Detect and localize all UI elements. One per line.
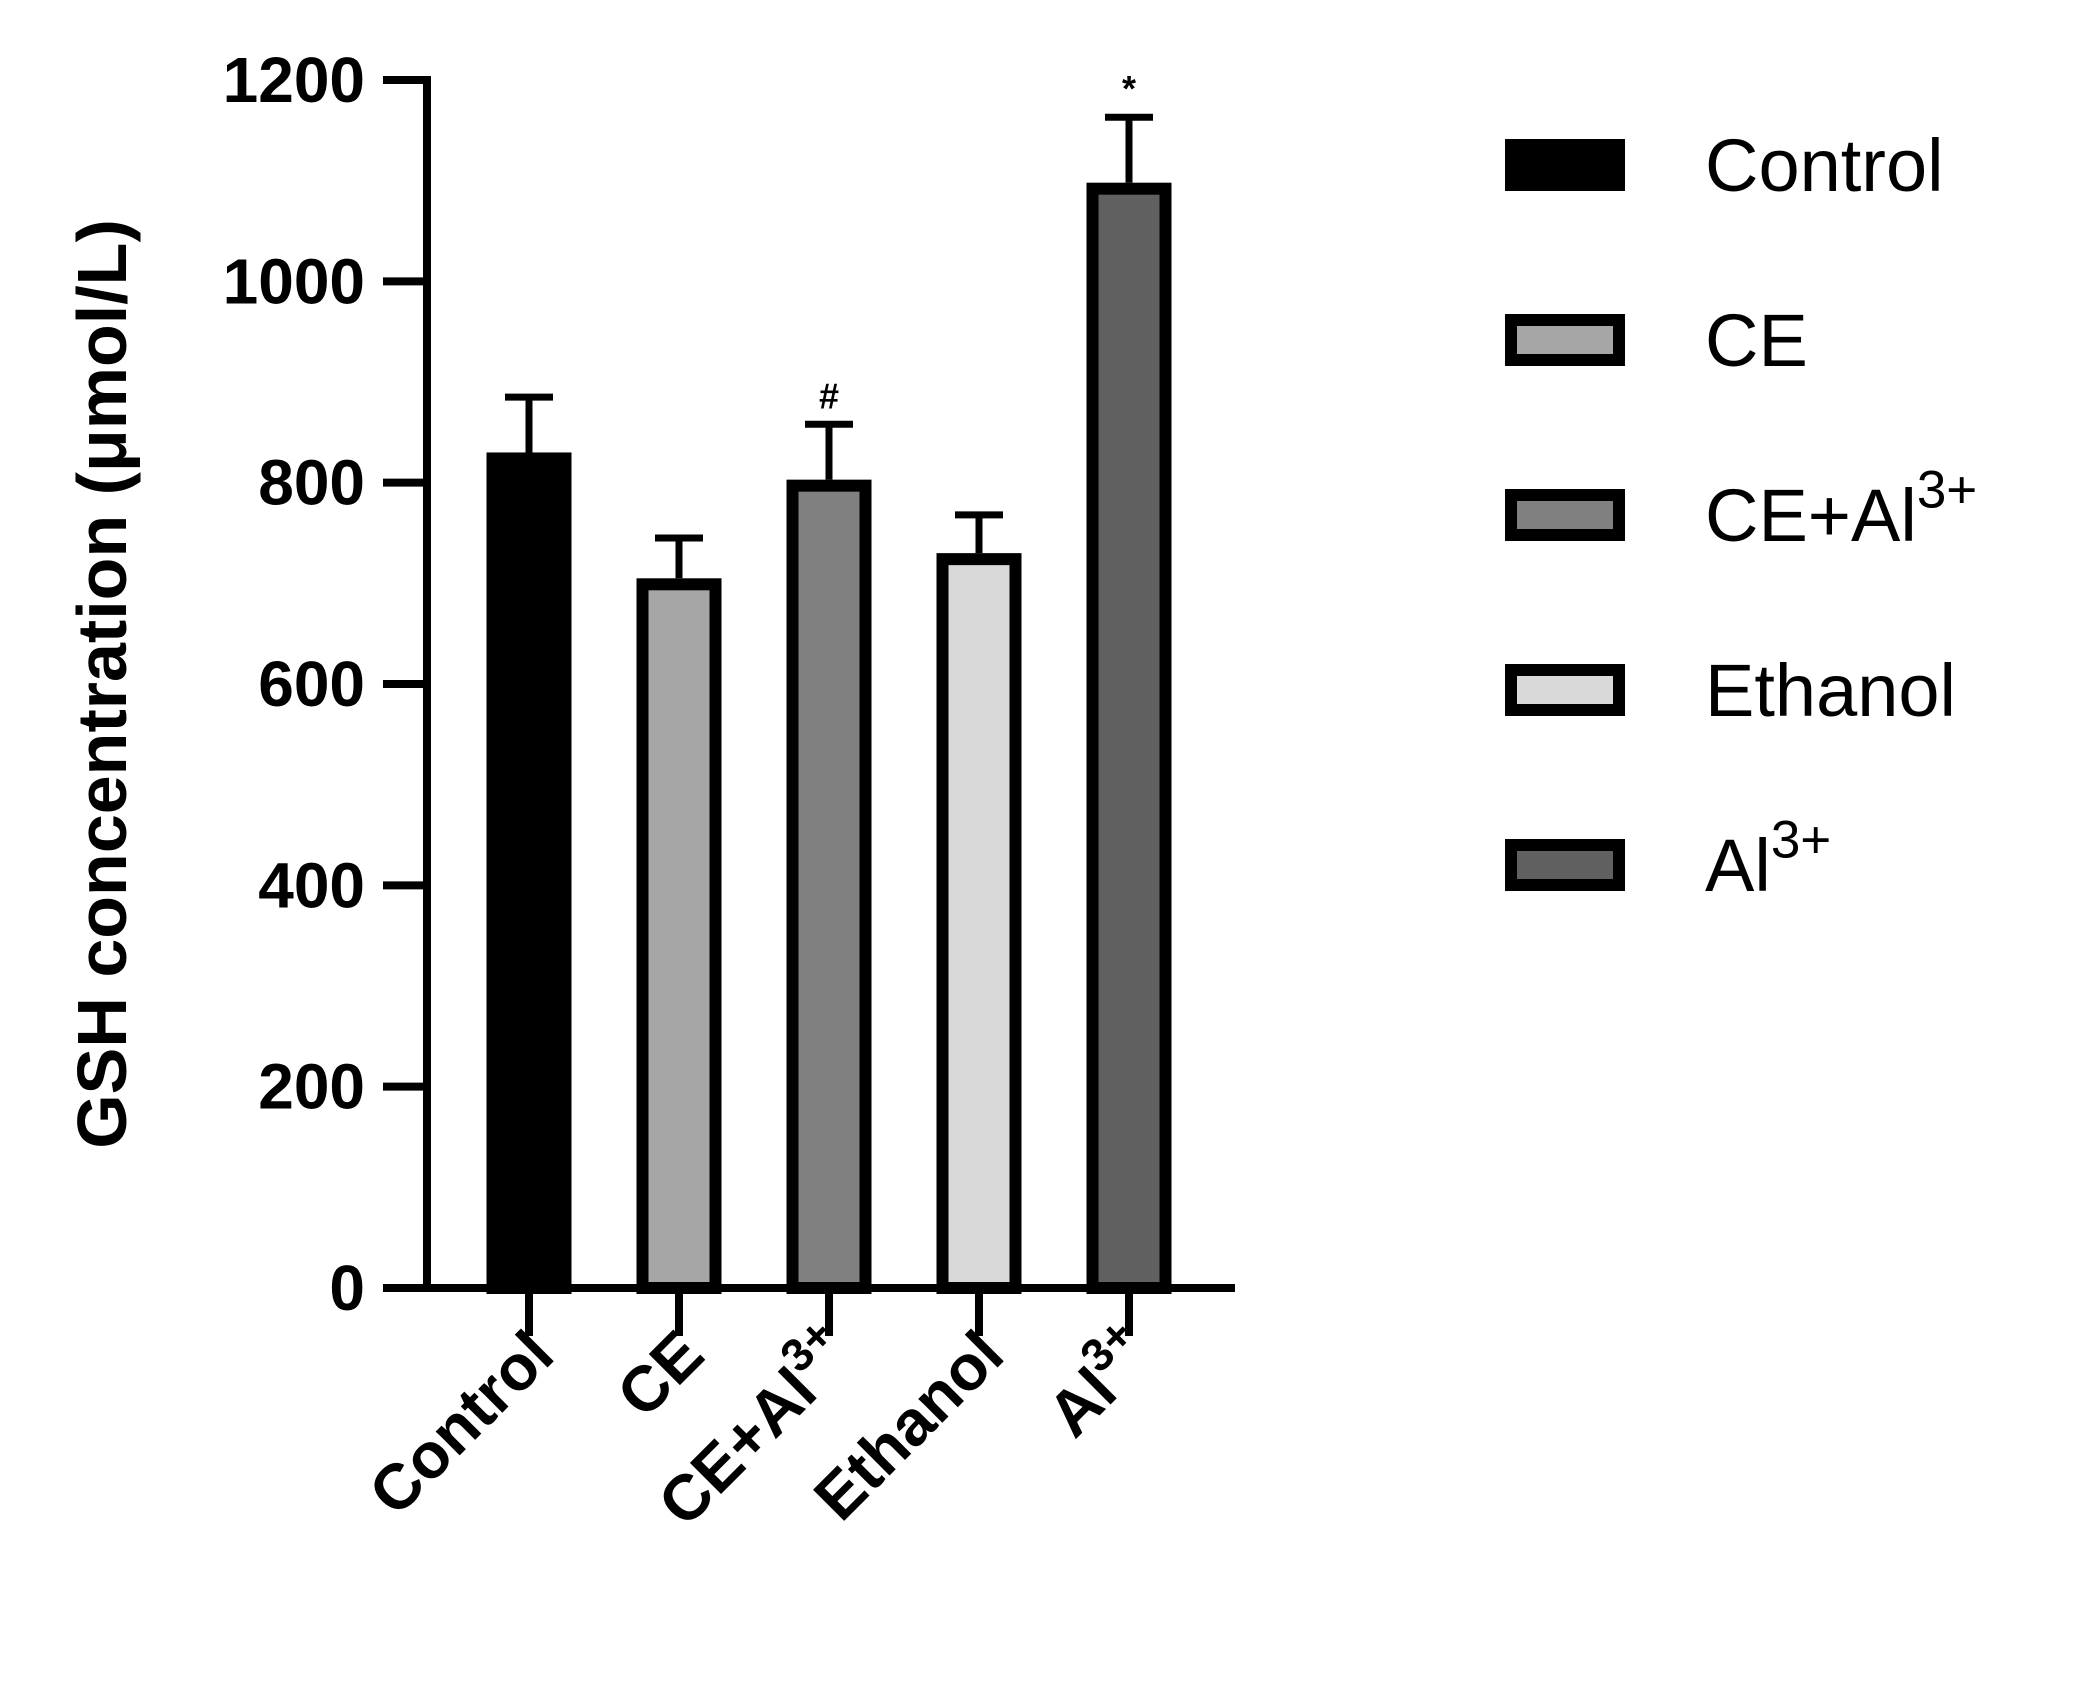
axes bbox=[383, 76, 1235, 1336]
y-tick-label-0: 0 bbox=[329, 1252, 365, 1324]
bar-ethanol bbox=[936, 553, 1022, 1294]
bar-control bbox=[486, 452, 572, 1294]
significance-mark-ce-al-3plus: # bbox=[819, 375, 839, 416]
legend-swatch-al-3plus bbox=[1505, 839, 1625, 891]
legend-swatch-ethanol bbox=[1505, 664, 1625, 716]
legend-label-ethanol: Ethanol bbox=[1705, 649, 1956, 732]
y-tick-label-800: 800 bbox=[258, 447, 365, 519]
legend-swatch-ce bbox=[1505, 314, 1625, 366]
plot-area bbox=[486, 113, 1172, 1294]
y-tick-label-1000: 1000 bbox=[223, 245, 365, 317]
legend-swatch-ce-al-3plus bbox=[1505, 489, 1625, 541]
significance-mark-al-3plus: * bbox=[1122, 68, 1136, 109]
y-tick-label-1200: 1200 bbox=[223, 44, 365, 116]
bar-al-3plus bbox=[1086, 182, 1172, 1294]
y-tick-label-200: 200 bbox=[258, 1051, 365, 1123]
bar-ce bbox=[636, 578, 722, 1294]
legend-label-al-3plus: Al3+ bbox=[1705, 811, 1831, 907]
category-label-control: Control bbox=[355, 1317, 567, 1529]
legend-label-control: Control bbox=[1705, 124, 1944, 207]
legend: Control CE CE+Al3+ Ethanol Al3+ bbox=[1505, 124, 1977, 907]
y-tick-label-400: 400 bbox=[258, 849, 365, 921]
y-axis-title: GSH concentration (μmol/L) bbox=[63, 219, 141, 1149]
category-label-al-3plus: Al3+ bbox=[1025, 1308, 1167, 1450]
legend-label-ce-al-3plus: CE+Al3+ bbox=[1705, 461, 1977, 557]
category-label-ce: CE bbox=[603, 1317, 717, 1431]
y-tick-label-600: 600 bbox=[258, 648, 365, 720]
bar-ce-al-3plus bbox=[786, 479, 872, 1294]
legend-swatch-control bbox=[1505, 139, 1625, 191]
legend-label-ce: CE bbox=[1705, 299, 1808, 382]
